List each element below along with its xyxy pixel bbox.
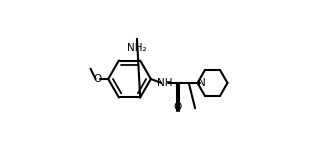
Text: NH: NH: [157, 78, 173, 88]
Text: NH₂: NH₂: [127, 43, 147, 53]
Text: O: O: [174, 102, 182, 112]
Text: O: O: [93, 74, 102, 84]
Text: N: N: [198, 78, 205, 88]
